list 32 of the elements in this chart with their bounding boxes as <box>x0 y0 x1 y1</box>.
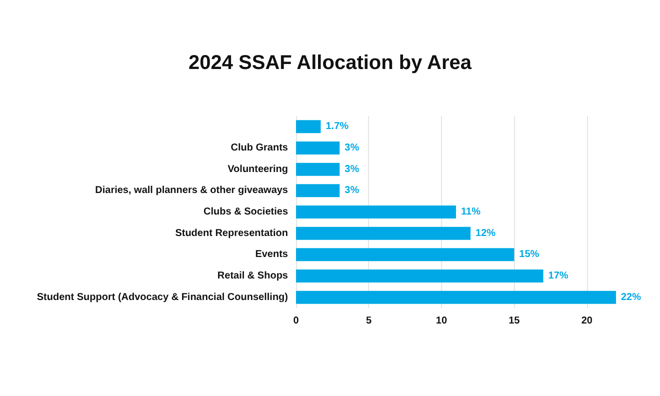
x-tick-label: 15 <box>508 316 520 326</box>
y-tick-label: Volunteering <box>228 164 288 175</box>
x-tick-label: 5 <box>366 316 372 326</box>
x-tick-label: 20 <box>581 316 593 326</box>
y-tick-label: Clubs & Societies <box>204 206 288 218</box>
y-tick-label: Retail & Shops <box>217 270 288 282</box>
data-label: 3% <box>344 185 360 196</box>
bar <box>296 120 321 134</box>
bar <box>296 290 616 304</box>
data-label: 3% <box>344 164 360 175</box>
data-label: 3% <box>344 142 360 154</box>
bar <box>296 226 471 240</box>
y-tick-label: Club Grants <box>230 142 288 154</box>
bar <box>296 248 514 262</box>
bar <box>296 142 340 154</box>
data-label: 12% <box>476 228 496 239</box>
data-label: 22% <box>621 292 642 303</box>
data-label: 15% <box>519 249 540 260</box>
y-tick-label: Events <box>255 249 288 260</box>
x-tick-label: 10 <box>436 316 448 326</box>
y-tick-label: Diaries, wall planners & other giveaways <box>95 185 288 196</box>
bar <box>296 270 544 282</box>
data-label: 1.7% <box>326 121 349 132</box>
chart-title: 2024 SSAF Allocation by Area <box>188 52 472 74</box>
bar <box>296 162 340 176</box>
y-tick-label: Student Representation <box>175 228 288 239</box>
bar <box>296 184 340 198</box>
bar <box>296 206 456 218</box>
y-tick-label: Student Support (Advocacy & Financial Counselling) <box>36 292 288 303</box>
data-label: 11% <box>461 206 481 218</box>
data-label: 17% <box>548 270 568 282</box>
x-tick-label: 0 <box>293 316 300 326</box>
